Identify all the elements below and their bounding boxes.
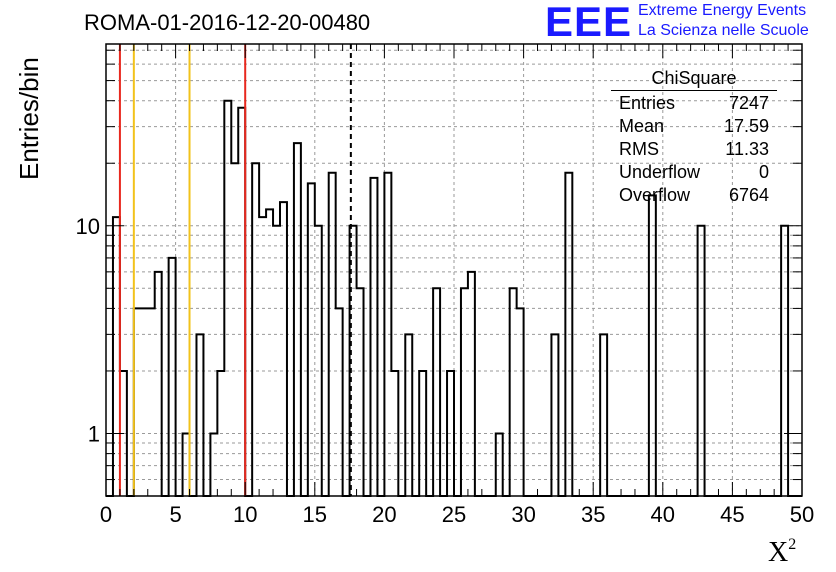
x-axis-label: X2 [768,536,796,569]
stats-label: Mean [619,116,665,136]
stats-value: 6764 [728,185,769,205]
x-tick-label: 45 [720,502,744,527]
x-tick-label: 50 [790,502,814,527]
x-tick-label: 35 [581,502,605,527]
stats-value: 17.59 [723,116,769,136]
plot-title: ROMA-01-2016-12-20-00480 [84,10,371,35]
x-tick-label: 10 [233,502,257,527]
stats-label: Overflow [619,185,691,205]
x-tick-label: 25 [442,502,466,527]
y-axis-label: Entries/bin [14,57,44,180]
x-tick-label: 0 [100,502,112,527]
stats-value: 0 [758,162,769,182]
stats-row-entries: Entries 7247 [611,93,777,116]
y-tick-label: 10 [76,214,100,239]
stats-box: ChiSquare Entries 7247 Mean 17.59 RMS 11.33… [611,68,777,208]
x-tick-label: 40 [651,502,675,527]
stats-title: ChiSquare [611,68,777,91]
stats-value: 7247 [728,93,769,113]
stats-label: Underflow [619,162,701,182]
stats-row-mean: Mean 17.59 [611,116,777,139]
stats-row-rms: RMS 11.33 [611,139,777,162]
y-tick-label: 1 [88,421,100,446]
stats-row-underflow: Underflow 0 [611,162,777,185]
logo-line-2: La Scienza nelle Scuole [638,22,809,39]
x-tick-label: 30 [511,502,535,527]
x-axis-label-superscript: 2 [788,536,797,553]
logo-line-1: Extreme Energy Events [638,2,807,19]
stats-row-overflow: Overflow 6764 [611,185,777,208]
x-tick-label: 15 [303,502,327,527]
stats-value: 11.33 [725,139,769,159]
stats-label: Entries [619,93,676,113]
x-axis-label-base: X [768,537,789,568]
x-tick-label: 5 [169,502,181,527]
eee-logo-mark: EEE [545,0,633,45]
x-tick-label: 20 [372,502,396,527]
stats-label: RMS [619,139,659,159]
